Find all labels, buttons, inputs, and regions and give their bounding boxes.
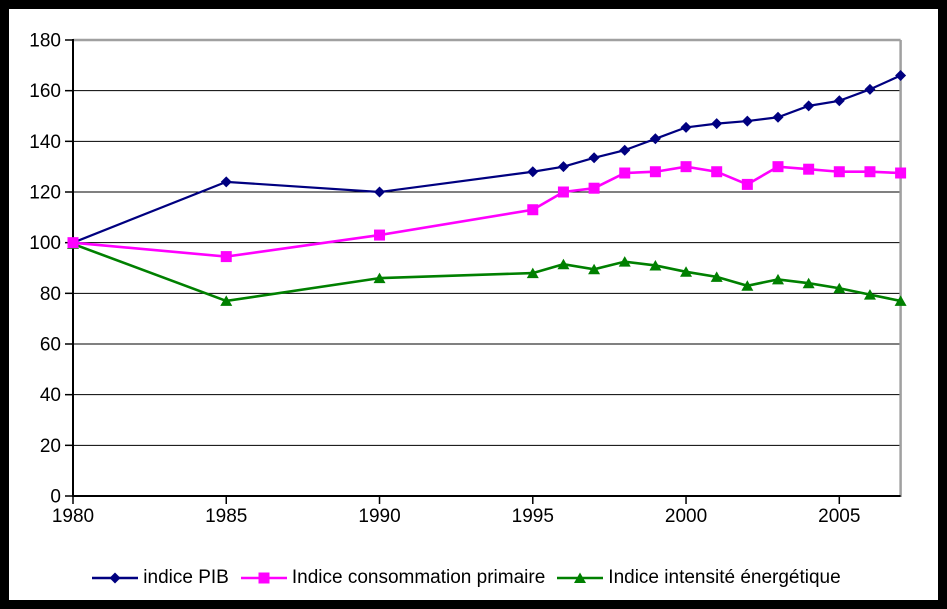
triangle-marker xyxy=(741,280,754,291)
legend: indice PIB Indice consommation primaire … xyxy=(0,563,933,593)
triangle-marker xyxy=(526,267,539,279)
y-tick-label: 100 xyxy=(29,233,61,254)
square-marker xyxy=(649,166,661,178)
diamond-marker xyxy=(619,144,631,156)
y-tick-label: 180 xyxy=(29,31,61,52)
triangle-marker xyxy=(588,263,601,275)
diamond-marker xyxy=(374,186,386,198)
legend-marker-diamond-icon xyxy=(92,572,139,584)
y-tick-label: 20 xyxy=(40,436,61,457)
square-marker xyxy=(803,163,815,175)
legend-square xyxy=(258,572,270,584)
diamond-marker xyxy=(803,100,815,112)
square-marker xyxy=(680,161,692,173)
square-marker xyxy=(833,166,845,178)
square-marker xyxy=(588,182,600,194)
square-marker xyxy=(895,167,907,179)
triangle-marker xyxy=(863,289,876,300)
y-tick-label: 0 xyxy=(50,487,61,508)
square-marker xyxy=(557,186,569,198)
triangle-marker xyxy=(894,295,907,306)
triangle-marker xyxy=(771,273,784,285)
series-indice-pib xyxy=(67,69,907,249)
series-consommation-primaire xyxy=(67,161,907,263)
square-marker xyxy=(374,229,386,241)
diamond-marker xyxy=(741,115,753,127)
triangle-marker xyxy=(557,258,570,270)
diamond-marker xyxy=(588,152,600,164)
legend-item-intensite: Indice intensité énergétique xyxy=(557,567,841,589)
legend-marker-square-icon xyxy=(240,572,287,584)
square-marker xyxy=(67,237,79,249)
x-tick-label: 2000 xyxy=(665,506,707,527)
y-tick-label: 40 xyxy=(40,385,61,406)
square-marker xyxy=(772,161,784,173)
series-line xyxy=(72,74,902,244)
legend-diamond xyxy=(109,572,121,584)
triangle-marker xyxy=(833,282,846,294)
triangle-marker xyxy=(649,259,662,271)
diamond-marker xyxy=(527,166,539,178)
square-marker xyxy=(220,251,232,263)
diamond-marker xyxy=(557,161,569,173)
legend-triangle xyxy=(574,572,587,583)
axes-group xyxy=(65,39,901,504)
y-tick-label: 80 xyxy=(40,284,61,305)
square-marker xyxy=(527,204,539,216)
series-group xyxy=(67,69,907,306)
gridlines-group xyxy=(73,38,902,497)
square-marker xyxy=(619,167,631,179)
triangle-marker xyxy=(802,277,815,289)
x-tick-label: 1995 xyxy=(512,506,554,527)
x-tick-label: 1990 xyxy=(358,506,400,527)
triangle-marker xyxy=(680,266,693,277)
triangle-marker xyxy=(618,256,631,267)
x-tick-label: 1980 xyxy=(52,506,94,527)
legend-label-consommation: Indice consommation primaire xyxy=(291,567,546,588)
y-tick-label: 120 xyxy=(29,183,61,204)
diamond-marker xyxy=(680,121,692,133)
tick-labels-group: 0 20 40 60 80 100 120 140 160 180 1980 1985 1990 1995… xyxy=(29,31,860,528)
series-intensite-energetique xyxy=(67,238,907,306)
legend-item-consommation: Indice consommation primaire xyxy=(240,567,546,589)
square-marker xyxy=(741,178,753,190)
diamond-marker xyxy=(772,111,784,123)
square-marker xyxy=(711,166,723,178)
diamond-marker xyxy=(895,69,907,81)
legend-label-pib: indice PIB xyxy=(143,567,229,588)
series-line xyxy=(72,242,901,303)
legend-label-intensite: Indice intensité énergétique xyxy=(608,567,841,588)
y-tick-label: 140 xyxy=(29,132,61,153)
triangle-marker xyxy=(710,271,723,282)
x-tick-label: 2005 xyxy=(818,506,860,527)
legend-marker-triangle-icon xyxy=(557,572,604,583)
triangle-marker xyxy=(220,295,233,306)
diamond-marker xyxy=(833,95,845,107)
y-tick-label: 160 xyxy=(29,81,61,102)
diamond-marker xyxy=(649,133,661,145)
y-tick-label: 60 xyxy=(40,335,61,356)
legend-item-pib: indice PIB xyxy=(92,567,229,589)
diamond-marker xyxy=(220,176,232,188)
triangle-marker xyxy=(373,272,386,284)
x-tick-label: 1985 xyxy=(205,506,247,527)
diamond-marker xyxy=(711,118,723,130)
square-marker xyxy=(864,166,876,178)
series-line xyxy=(72,165,901,258)
diamond-marker xyxy=(864,83,876,95)
